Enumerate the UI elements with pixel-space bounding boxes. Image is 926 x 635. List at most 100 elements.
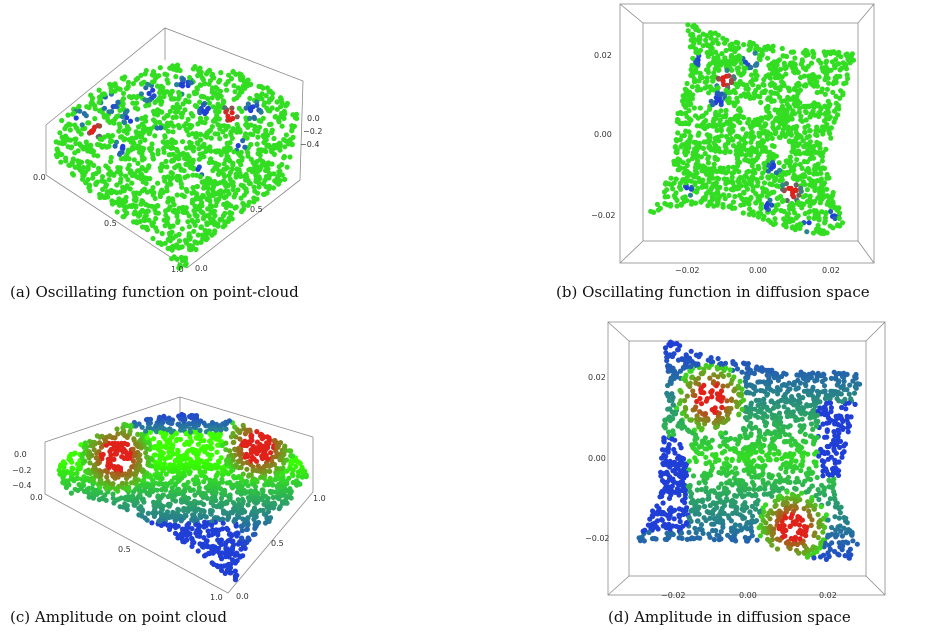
cloud-point [808, 110, 814, 117]
cloud-point [153, 119, 159, 126]
cloud-point [740, 81, 746, 88]
cloud-point [688, 37, 694, 43]
cloud-point [208, 482, 214, 488]
cloud-point [96, 99, 102, 105]
cloud-point [94, 141, 101, 148]
cloud-point [112, 103, 118, 109]
cloud-point [146, 492, 152, 498]
cloud-point [171, 207, 177, 213]
cloud-point [217, 517, 223, 523]
cloud-point [777, 134, 783, 141]
cloud-point [253, 128, 259, 134]
cloud-point [723, 47, 729, 54]
cloud-point [69, 161, 75, 167]
cloud-point [241, 442, 247, 448]
cloud-point [179, 499, 185, 505]
cloud-point [184, 98, 190, 104]
cloud-point [266, 171, 273, 177]
cloud-point [90, 442, 96, 448]
cloud-point [774, 195, 780, 202]
cloud-point [116, 128, 122, 134]
cloud-point [125, 149, 131, 155]
cloud-point [191, 228, 197, 234]
cloud-point [218, 563, 224, 569]
cloud-point [122, 440, 128, 446]
cloud-point [753, 191, 759, 197]
cloud-point [713, 135, 719, 141]
cloud-point [163, 481, 169, 487]
cloud-point [150, 185, 156, 191]
cloud-point [208, 208, 214, 214]
cloud-point [835, 222, 841, 228]
cloud-point [765, 217, 771, 223]
cloud-point [60, 459, 66, 465]
cloud-point [129, 180, 135, 186]
cloud-point [173, 74, 179, 80]
cloud-point [62, 126, 68, 132]
cloud-point [176, 421, 182, 427]
cloud-point [163, 444, 169, 451]
cloud-point [214, 449, 220, 455]
x-tick-b-0: −0.02 [675, 266, 700, 275]
cloud-point [769, 202, 775, 208]
cloud-point [176, 175, 182, 181]
y-tick-a-1: 0.5 [250, 205, 263, 214]
cloud-point [196, 485, 202, 491]
cloud-point [93, 455, 99, 461]
cloud-point [107, 119, 113, 125]
x-tick-b-1: 0.00 [749, 266, 767, 275]
cloud-point [110, 473, 116, 479]
cloud-point [175, 218, 181, 224]
cloud-point [107, 433, 113, 439]
cloud-point [222, 105, 228, 111]
cloud-point [200, 102, 207, 108]
cloud-point [720, 75, 726, 81]
cloud-point [772, 75, 778, 81]
cloud-point [253, 178, 259, 184]
cloud-point [732, 205, 738, 211]
cloud-point [120, 449, 126, 455]
cloud-point [183, 465, 189, 471]
cloud-point [87, 460, 93, 466]
cloud-point [729, 179, 735, 185]
cloud-point [129, 172, 135, 179]
cloud-point [726, 372, 732, 378]
cloud-point [174, 436, 180, 442]
cloud-point [88, 92, 94, 98]
cloud-point [202, 474, 208, 480]
cloud-point [267, 475, 273, 481]
cloud-point [264, 85, 270, 91]
cloud-point [792, 70, 798, 76]
cloud-point [720, 192, 727, 198]
cloud-point [277, 147, 283, 153]
cloud-point [220, 98, 226, 104]
cloud-point [143, 450, 149, 456]
z-tick-c-2: −0.4 [12, 481, 31, 490]
cloud-point [776, 115, 782, 121]
cloud-point [95, 165, 102, 171]
cloud-point [148, 126, 154, 132]
cloud-point [180, 76, 187, 83]
cloud-point [181, 505, 187, 512]
cloud-point [150, 156, 156, 162]
cloud-point [110, 481, 116, 487]
cloud-point [251, 184, 257, 190]
cloud-point [162, 133, 168, 139]
cloud-point [692, 146, 698, 152]
cloud-point [711, 161, 717, 167]
cloud-point [822, 218, 828, 224]
cloud-point [821, 69, 827, 75]
cloud-point [763, 204, 770, 210]
cloud-point [769, 80, 775, 86]
cloud-point [258, 109, 264, 115]
cloud-point [792, 210, 798, 216]
cloud-point [738, 93, 744, 99]
cloud-point [678, 165, 684, 171]
cloud-point [104, 144, 110, 150]
cloud-point [686, 108, 692, 114]
cloud-point [143, 118, 149, 124]
cloud-point [169, 420, 175, 426]
cloud-point [203, 523, 209, 529]
cloud-point [98, 444, 105, 450]
cloud-point [86, 120, 92, 126]
